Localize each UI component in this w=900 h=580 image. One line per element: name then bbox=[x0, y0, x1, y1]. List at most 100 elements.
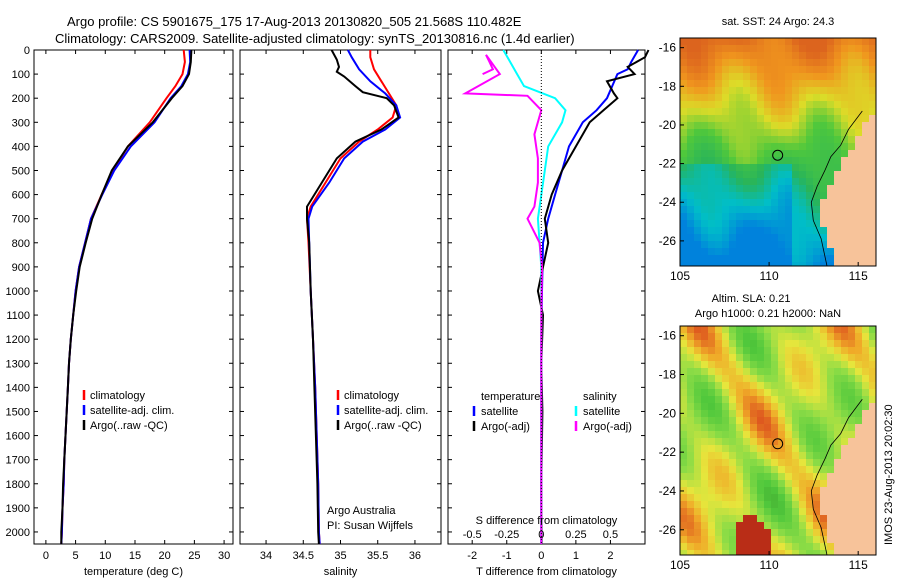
heatmap-cell bbox=[701, 438, 708, 445]
heatmap-cell bbox=[736, 550, 743, 555]
heatmap-cell bbox=[729, 129, 736, 136]
heatmap-cell bbox=[694, 361, 701, 368]
heatmap-cell bbox=[792, 445, 799, 452]
heatmap-cell bbox=[701, 234, 708, 241]
heatmap-cell bbox=[729, 199, 736, 206]
heatmap-cell bbox=[778, 550, 785, 555]
heatmap-cell bbox=[848, 368, 855, 375]
heatmap-cell bbox=[862, 248, 869, 255]
heatmap-cell bbox=[820, 466, 827, 473]
heatmap-cell bbox=[792, 361, 799, 368]
heatmap-cell bbox=[785, 508, 792, 515]
heatmap-cell bbox=[708, 206, 715, 213]
heatmap-cell bbox=[771, 354, 778, 361]
heatmap-cell bbox=[869, 375, 876, 382]
heatmap-cell bbox=[764, 480, 771, 487]
heatmap-cell bbox=[848, 508, 855, 515]
heatmap-cell bbox=[855, 206, 862, 213]
heatmap-cell bbox=[771, 115, 778, 122]
heatmap-cell bbox=[813, 543, 820, 550]
heatmap-cell bbox=[694, 382, 701, 389]
heatmap-cell bbox=[736, 115, 743, 122]
heatmap-cell bbox=[771, 52, 778, 59]
heatmap-cell bbox=[869, 255, 876, 262]
heatmap-cell bbox=[722, 361, 729, 368]
heatmap-cell bbox=[778, 227, 785, 234]
heatmap-cell bbox=[694, 157, 701, 164]
heatmap-cell bbox=[757, 473, 764, 480]
heatmap-cell bbox=[771, 38, 778, 45]
heatmap-cell bbox=[701, 410, 708, 417]
heatmap-cell bbox=[757, 494, 764, 501]
heatmap-cell bbox=[764, 171, 771, 178]
y-tick-label: 500 bbox=[12, 165, 30, 177]
heatmap-cell bbox=[764, 164, 771, 171]
heatmap-cell bbox=[722, 487, 729, 494]
heatmap-cell bbox=[680, 213, 687, 220]
heatmap-cell bbox=[785, 199, 792, 206]
heatmap-cell bbox=[827, 59, 834, 66]
heatmap-cell bbox=[869, 368, 876, 375]
heatmap-cell bbox=[764, 487, 771, 494]
heatmap-cell bbox=[785, 438, 792, 445]
y-tick-label: 400 bbox=[12, 141, 30, 153]
heatmap-cell bbox=[694, 494, 701, 501]
heatmap-cell bbox=[764, 410, 771, 417]
heatmap-cell bbox=[750, 206, 757, 213]
heatmap-cell bbox=[757, 227, 764, 234]
heatmap-cell bbox=[736, 396, 743, 403]
heatmap-cell bbox=[806, 347, 813, 354]
heatmap-cell bbox=[841, 487, 848, 494]
heatmap-cell bbox=[827, 227, 834, 234]
heatmap-cell bbox=[813, 431, 820, 438]
heatmap-cell bbox=[855, 396, 862, 403]
heatmap-cell bbox=[827, 438, 834, 445]
heatmap-cell bbox=[729, 171, 736, 178]
heatmap-cell bbox=[771, 501, 778, 508]
heatmap-cell bbox=[701, 38, 708, 45]
heatmap-cell bbox=[750, 543, 757, 550]
heatmap-cell bbox=[841, 73, 848, 80]
heatmap-cell bbox=[750, 375, 757, 382]
heatmap-cell bbox=[799, 115, 806, 122]
heatmap-cell bbox=[813, 241, 820, 248]
heatmap-cell bbox=[743, 326, 750, 333]
heatmap-cell bbox=[736, 241, 743, 248]
heatmap-cell bbox=[834, 101, 841, 108]
heatmap-cell bbox=[813, 220, 820, 227]
heatmap-cell bbox=[757, 255, 764, 262]
heatmap-cell bbox=[750, 368, 757, 375]
heatmap-cell bbox=[792, 206, 799, 213]
heatmap-cell bbox=[750, 417, 757, 424]
heatmap-cell bbox=[827, 234, 834, 241]
heatmap-cell bbox=[701, 417, 708, 424]
heatmap-cell bbox=[694, 452, 701, 459]
heatmap-cell bbox=[729, 220, 736, 227]
heatmap-cell bbox=[806, 94, 813, 101]
heatmap-cell bbox=[785, 262, 792, 266]
heatmap-cell bbox=[813, 178, 820, 185]
heatmap-cell bbox=[750, 122, 757, 129]
heatmap-cell bbox=[757, 52, 764, 59]
heatmap-cell bbox=[687, 438, 694, 445]
heatmap-cell bbox=[792, 227, 799, 234]
heatmap-cell bbox=[750, 354, 757, 361]
heatmap-cell bbox=[687, 213, 694, 220]
heatmap-cell bbox=[841, 473, 848, 480]
heatmap-cell bbox=[729, 515, 736, 522]
heatmap-cell bbox=[848, 129, 855, 136]
heatmap-cell bbox=[862, 431, 869, 438]
heatmap-cell bbox=[715, 192, 722, 199]
heatmap-cell bbox=[743, 515, 750, 522]
heatmap-cell bbox=[694, 73, 701, 80]
y-tick-label: 2000 bbox=[6, 527, 30, 539]
heatmap-cell bbox=[862, 108, 869, 115]
heatmap-cell bbox=[841, 178, 848, 185]
heatmap-cell bbox=[869, 354, 876, 361]
heatmap-cell bbox=[785, 87, 792, 94]
heatmap-cell bbox=[757, 340, 764, 347]
heatmap-cell bbox=[862, 424, 869, 431]
heatmap-cell bbox=[834, 375, 841, 382]
heatmap-cell bbox=[834, 94, 841, 101]
heatmap-cell bbox=[743, 94, 750, 101]
